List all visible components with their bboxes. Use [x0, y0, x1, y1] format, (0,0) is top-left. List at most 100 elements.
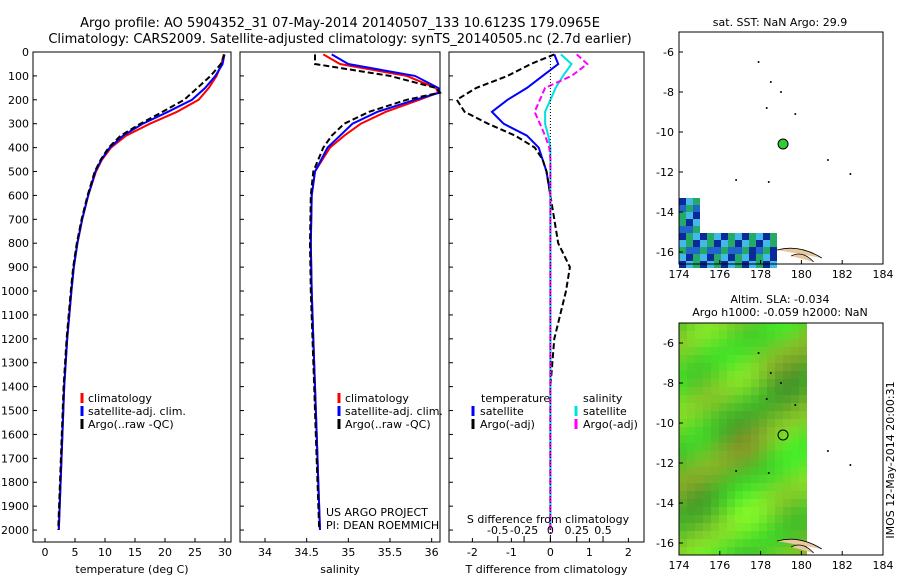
sla-field-cell: [735, 539, 743, 547]
sst-field-cell: [728, 233, 735, 240]
legend-label-argo: Argo(-adj): [480, 418, 535, 431]
sla-field-cell: [687, 435, 695, 443]
sla-field-cell: [751, 467, 759, 475]
sla-field-cell: [695, 371, 703, 379]
sst-field-cell: [679, 247, 686, 254]
sla-field-cell: [799, 499, 807, 507]
sla-field-cell: [791, 403, 799, 411]
sla-field-cell: [719, 515, 727, 523]
sla-field-cell: [727, 411, 735, 419]
sst-field-cell: [693, 254, 700, 261]
sla-field-cell: [751, 499, 759, 507]
sst-field-cell: [686, 254, 693, 261]
sla-field-cell: [703, 547, 711, 555]
sla-field-cell: [791, 379, 799, 387]
sla-field-cell: [799, 427, 807, 435]
sst-field-cell: [770, 247, 777, 254]
difference-xtick-label: 2: [625, 546, 632, 559]
sla-field-cell: [791, 523, 799, 531]
sla-field-cell: [767, 403, 775, 411]
sla-field-cell: [687, 515, 695, 523]
sla-field-cell: [703, 411, 711, 419]
sla-field-cell: [727, 507, 735, 515]
sla-field-cell: [799, 339, 807, 347]
sla-field-cell: [679, 411, 687, 419]
sla-field-cell: [687, 323, 695, 331]
sla-field-cell: [719, 363, 727, 371]
sla-field-cell: [727, 539, 735, 547]
sla-field-cell: [695, 411, 703, 419]
sla-field-cell: [703, 531, 711, 539]
sla-field-cell: [783, 491, 791, 499]
sla-field-cell: [783, 539, 791, 547]
sst-field-cell: [763, 240, 770, 247]
sla-field-cell: [735, 419, 743, 427]
sla-field-cell: [783, 483, 791, 491]
sla-field-cell: [743, 451, 751, 459]
sla-field-cell: [799, 355, 807, 363]
sla-field-cell: [719, 499, 727, 507]
sla-field-cell: [687, 467, 695, 475]
sla-field-cell: [735, 371, 743, 379]
sla-field-cell: [767, 355, 775, 363]
sla-field-cell: [711, 435, 719, 443]
sla-field-cell: [703, 443, 711, 451]
sla-field-cell: [735, 451, 743, 459]
sla-field-cell: [775, 467, 783, 475]
sla-field-cell: [727, 523, 735, 531]
sla-field-cell: [791, 451, 799, 459]
salinity-annotation-project: US ARGO PROJECT: [326, 506, 428, 519]
difference-s-tick-label: 0: [547, 524, 554, 537]
sst_map-xtick-label: 176: [709, 268, 730, 281]
sla-field-cell: [703, 435, 711, 443]
sla-field-cell: [711, 531, 719, 539]
sla-field-cell: [727, 515, 735, 523]
sla-field-cell: [775, 419, 783, 427]
sla-field-cell: [751, 387, 759, 395]
sla-field-cell: [783, 371, 791, 379]
sla-field-cell: [783, 387, 791, 395]
sla-field-cell: [759, 467, 767, 475]
sla-field-cell: [775, 347, 783, 355]
sla-field-cell: [767, 331, 775, 339]
sla-field-cell: [775, 443, 783, 451]
sla-field-cell: [799, 475, 807, 483]
sst-field-cell: [721, 247, 728, 254]
sla-field-cell: [679, 475, 687, 483]
sla-field-cell: [767, 483, 775, 491]
sla-map-panel: 174 176 178 180 182 184 -6 -8 -10 -12 -14 -16: [656, 322, 894, 572]
sla-field-cell: [719, 355, 727, 363]
depth-tick-label: 900: [8, 261, 29, 274]
sst-field-cell: [742, 233, 749, 240]
salinity-xtick-label: 35: [341, 546, 355, 559]
sst-field-cell: [693, 233, 700, 240]
sla-field-cell: [775, 507, 783, 515]
sla-field-cell: [703, 331, 711, 339]
sla-field-cell: [799, 483, 807, 491]
salinity-xtick-label: 36: [425, 546, 439, 559]
sla-field-cell: [743, 363, 751, 371]
sla-field-cell: [695, 483, 703, 491]
depth-tick-label: 1700: [1, 452, 29, 465]
difference-s-tick-label: 0.5: [594, 524, 612, 537]
sla-field-cell: [783, 467, 791, 475]
sla-field-cell: [711, 387, 719, 395]
sla-field-cell: [719, 339, 727, 347]
sla-field-cell: [695, 339, 703, 347]
sla-field-cell: [695, 467, 703, 475]
temperature-axes-frame: [32, 51, 232, 543]
sst_map-ytick-label: -8: [663, 86, 674, 99]
sst-field-cell: [686, 226, 693, 233]
sla-field-cell: [695, 347, 703, 355]
sla-field-cell: [775, 387, 783, 395]
sla-field-cell: [719, 323, 727, 331]
sla-field-cell: [775, 475, 783, 483]
island-dot: [769, 81, 772, 83]
sla-field-cell: [775, 323, 783, 331]
sla-field-cell: [687, 387, 695, 395]
depth-tick-label: 300: [8, 118, 29, 131]
sla-field-cell: [703, 475, 711, 483]
sst-field-cell: [749, 254, 756, 261]
sla-field-cell: [679, 347, 687, 355]
sla-field-cell: [759, 379, 767, 387]
